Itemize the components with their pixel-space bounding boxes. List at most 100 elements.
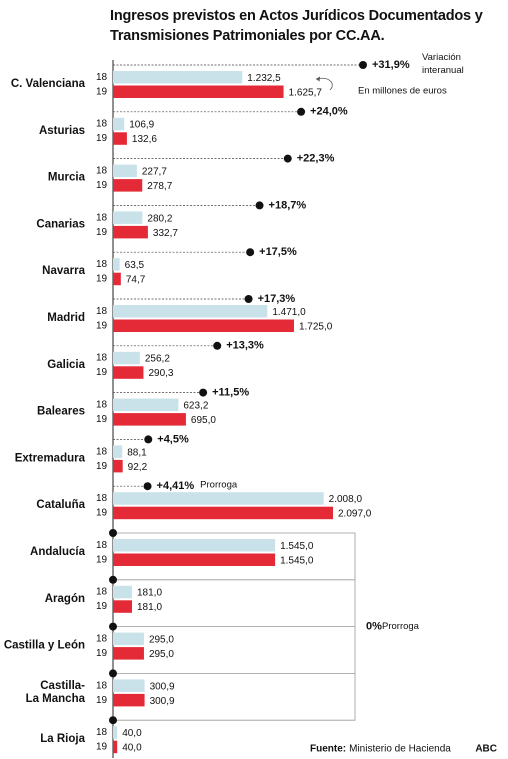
series-label: 18 [96, 633, 108, 644]
bar [113, 366, 144, 379]
value-label: 181,0 [137, 602, 162, 613]
series-label: 19 [96, 554, 108, 565]
variation-name: Variación interanual [422, 52, 464, 76]
bar [113, 179, 143, 192]
zero-note: Prorroga [382, 621, 420, 632]
series-label: 19 [96, 508, 108, 519]
series-label: 19 [96, 414, 108, 425]
series-label: 19 [96, 180, 108, 191]
source-text: Ministerio de Hacienda [349, 744, 451, 755]
bar [113, 600, 132, 613]
value-label: 300,9 [150, 681, 175, 692]
value-label: 290,3 [148, 368, 173, 379]
series-label: 19 [96, 133, 108, 144]
value-label: 278,7 [147, 181, 172, 192]
chart-title: Ingresos previstos en Actos Jurídicos Do… [110, 8, 483, 44]
bar [113, 492, 324, 505]
region-label: Asturias [39, 125, 85, 137]
variation-label: +4,41% [157, 480, 195, 492]
region-label: Cataluña [36, 499, 85, 511]
value-label: 280,2 [147, 213, 172, 224]
value-label: 40,0 [122, 743, 142, 754]
bar [113, 351, 140, 365]
bar [113, 319, 294, 332]
value-label: 63,5 [125, 260, 145, 271]
variation-label: +18,7% [269, 199, 307, 211]
series-label: 18 [96, 540, 108, 551]
bar [113, 585, 132, 599]
series-label: 19 [96, 86, 108, 97]
source-label: Fuente: [310, 744, 346, 755]
region-label: C. Valenciana [11, 78, 86, 90]
arrow-head [316, 76, 320, 82]
variation-label: +17,3% [258, 293, 296, 305]
series-label: 19 [96, 227, 108, 238]
variation-dot [297, 107, 306, 116]
variation-dot [244, 295, 253, 303]
bar [113, 553, 276, 566]
variation-dot [359, 61, 367, 69]
variation-note: Prorroga [200, 480, 238, 491]
value-label: 88,1 [127, 447, 147, 458]
value-label: 2.008,0 [329, 494, 363, 505]
variation-dot [255, 201, 264, 210]
value-label: 106,9 [129, 120, 154, 131]
variation-dot [283, 154, 292, 163]
region-label: Baleares [37, 406, 85, 418]
region-label: Madrid [47, 312, 85, 324]
value-label: 181,0 [137, 588, 162, 599]
bar [113, 85, 284, 98]
bar [113, 647, 144, 660]
value-label: 332,7 [153, 228, 178, 239]
value-label: 300,9 [150, 696, 175, 707]
series-label: 18 [96, 680, 108, 691]
series-label: 19 [96, 648, 108, 659]
bar [113, 445, 123, 458]
series-label: 18 [96, 259, 108, 270]
value-label: 1.625,7 [289, 87, 323, 98]
region-label: Castilla-La Mancha [26, 680, 86, 705]
series-label: 18 [96, 446, 108, 457]
region-label: La Rioja [40, 733, 85, 745]
series-label: 19 [96, 742, 108, 753]
series-label: 19 [96, 695, 108, 706]
series-label: 18 [96, 399, 108, 410]
value-label: 295,0 [149, 649, 174, 660]
bar [113, 258, 120, 271]
variation-label: +17,5% [259, 246, 297, 258]
region-label: Aragón [45, 593, 85, 605]
bar [113, 71, 243, 84]
region-label: Canarias [36, 218, 85, 230]
bar [113, 164, 137, 178]
value-label: 40,0 [122, 728, 142, 739]
series-label: 18 [96, 353, 108, 364]
series-label: 18 [96, 493, 108, 504]
value-label: 295,0 [149, 634, 174, 645]
bar [113, 693, 145, 707]
variation-dot [109, 575, 117, 584]
series-label: 19 [96, 367, 108, 378]
bar [113, 740, 118, 754]
region-label: Castilla y León [4, 640, 85, 652]
variation-label: +22,3% [297, 153, 335, 165]
variation-dot [109, 622, 117, 631]
variation-dot [109, 529, 117, 537]
region-label: Andalucía [30, 546, 86, 558]
bar [113, 506, 333, 520]
series-label: 18 [96, 119, 108, 130]
bar [113, 413, 186, 426]
bar [113, 132, 127, 145]
bar [113, 459, 123, 473]
series-label: 18 [96, 306, 108, 317]
variation-label: +11,5% [212, 387, 249, 399]
variation-dot [143, 482, 152, 491]
series-label: 18 [96, 212, 108, 223]
value-label: 256,2 [145, 354, 170, 365]
series-label: 18 [96, 165, 108, 176]
series-label: 18 [96, 587, 108, 598]
brand: ABC [475, 744, 497, 755]
series-label: 18 [96, 727, 108, 738]
variation-dot [144, 435, 153, 444]
